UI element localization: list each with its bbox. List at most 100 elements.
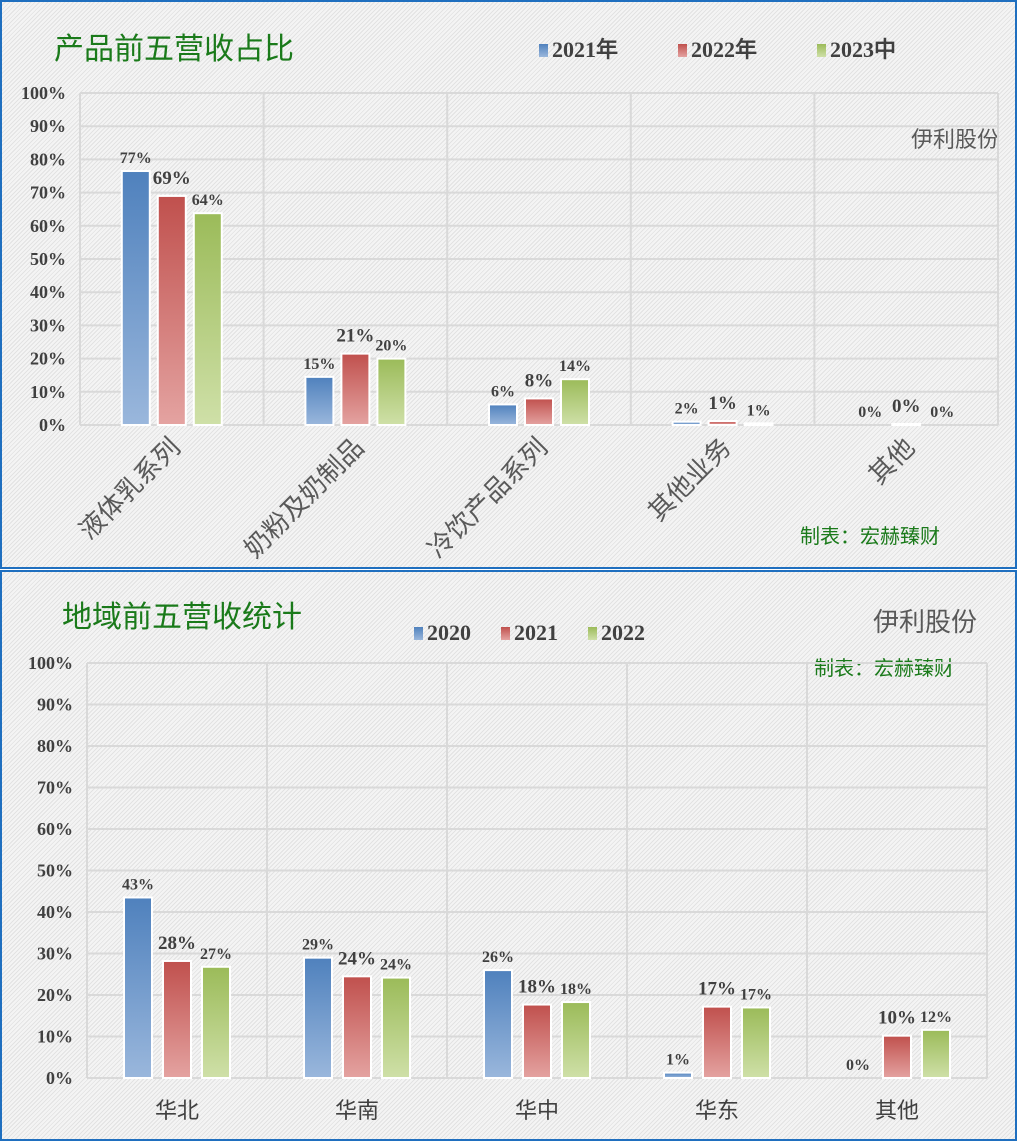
bar (921, 1028, 951, 1079)
data-label: 21% (336, 326, 374, 347)
bar (192, 212, 223, 426)
bar (671, 420, 702, 426)
bar (743, 422, 774, 426)
bar (303, 956, 333, 1079)
data-label: 24% (380, 957, 412, 974)
bar (488, 403, 518, 426)
bar (340, 352, 371, 426)
bar (891, 423, 922, 426)
x-tick-label: 液体乳系列 (74, 433, 187, 546)
legend-swatch (414, 627, 423, 640)
legend-item: 2021年 (539, 32, 618, 64)
y-tick-label: 40% (37, 902, 73, 922)
y-tick-label: 20% (37, 985, 73, 1005)
data-label: 2% (675, 401, 699, 418)
bar (342, 975, 372, 1080)
legend-label: 2021年 (552, 37, 619, 62)
y-tick-label: 90% (30, 116, 66, 136)
legend-swatch (817, 44, 827, 57)
x-tick-label: 其他业务 (643, 433, 738, 528)
legend-label: 2022 (601, 620, 645, 645)
data-label: 64% (192, 192, 224, 209)
x-tick-label: 冷饮产品系列 (422, 433, 554, 565)
bar (201, 965, 231, 1079)
brand-label: 伊利股份 (872, 608, 977, 638)
data-label: 0% (930, 404, 954, 421)
data-label: 29% (302, 937, 334, 954)
bar (561, 1001, 591, 1079)
bar (560, 378, 590, 426)
y-tick-label: 70% (37, 778, 73, 798)
x-tick-label: 其他 (875, 1099, 919, 1124)
data-label: 17% (740, 986, 772, 1003)
x-tick-label: 其他 (863, 433, 921, 491)
bar (120, 170, 151, 426)
chart-title: 地域前五营收统计 (62, 600, 302, 635)
data-label: 6% (491, 383, 515, 400)
y-tick-label: 60% (37, 819, 73, 839)
x-tick-label: 奶粉及奶制品 (239, 433, 371, 565)
data-label: 27% (200, 946, 232, 963)
data-label: 0% (846, 1057, 870, 1074)
legend: 2021年 2022年 2023中 (539, 32, 896, 64)
data-label: 69% (153, 168, 191, 189)
data-label: 43% (122, 876, 154, 893)
y-tick-label: 60% (30, 216, 66, 236)
bar (162, 959, 192, 1079)
x-tick-label: 华南 (335, 1099, 379, 1124)
y-tick-label: 30% (37, 944, 73, 964)
brand-label: 伊利股份 (910, 128, 999, 153)
chart-plot: 0%10%20%30%40%50%60%70%80%90%100%77%69%6… (21, 83, 999, 565)
data-label: 1% (708, 393, 737, 414)
legend-swatch (678, 44, 688, 57)
y-tick-label: 80% (30, 149, 66, 169)
legend-item: 2022 (588, 620, 645, 646)
bar (702, 1005, 732, 1079)
y-tick-label: 70% (30, 183, 66, 203)
bar (663, 1071, 693, 1080)
y-tick-label: 50% (30, 249, 66, 269)
maker-label: 制表：宏赫臻财 (814, 656, 954, 680)
chart-title: 产品前五营收占比 (54, 32, 294, 67)
bar (376, 357, 407, 427)
y-tick-label: 10% (30, 382, 66, 402)
bar (381, 976, 411, 1080)
bar (123, 896, 153, 1079)
y-tick-label: 100% (28, 653, 73, 673)
data-label: 10% (878, 1008, 916, 1029)
x-tick-label: 华东 (695, 1099, 739, 1124)
y-tick-label: 30% (30, 315, 66, 335)
data-label: 18% (560, 981, 592, 998)
data-label: 1% (747, 402, 771, 419)
x-tick-label: 华北 (155, 1099, 199, 1124)
legend-item: 2022年 (678, 32, 757, 64)
data-label: 8% (525, 370, 554, 391)
chart-plot: 0%10%20%30%40%50%60%70%80%90%100%43%28%2… (28, 653, 988, 1124)
bar (741, 1006, 771, 1080)
y-tick-label: 40% (30, 282, 66, 302)
legend-item: 2023中 (817, 32, 896, 64)
data-label: 14% (559, 358, 591, 375)
y-tick-label: 100% (21, 83, 66, 103)
legend-label: 2020 (427, 620, 471, 645)
legend-swatch (539, 44, 548, 57)
legend-item: 2020 (414, 620, 471, 646)
y-tick-label: 10% (37, 1027, 73, 1047)
y-tick-label: 80% (37, 736, 73, 756)
bar (524, 397, 554, 427)
y-tick-label: 90% (37, 695, 73, 715)
legend-item: 2021 (501, 620, 558, 646)
legend-label: 2023中 (830, 37, 897, 62)
bar (707, 420, 738, 426)
data-label: 18% (518, 977, 556, 998)
bar (304, 375, 335, 426)
legend-swatch (588, 627, 597, 640)
data-label: 1% (666, 1052, 690, 1069)
product-revenue-chart-panel: 产品前五营收占比 2021年 2022年 2023中 伊利股份 制表：宏赫臻财 … (0, 0, 1017, 569)
y-tick-label: 20% (30, 349, 66, 369)
bar (882, 1034, 912, 1080)
data-label: 17% (698, 979, 736, 1000)
legend-label: 2021 (514, 620, 558, 645)
bar (156, 194, 187, 426)
legend: 2020 2021 2022 (414, 620, 645, 646)
